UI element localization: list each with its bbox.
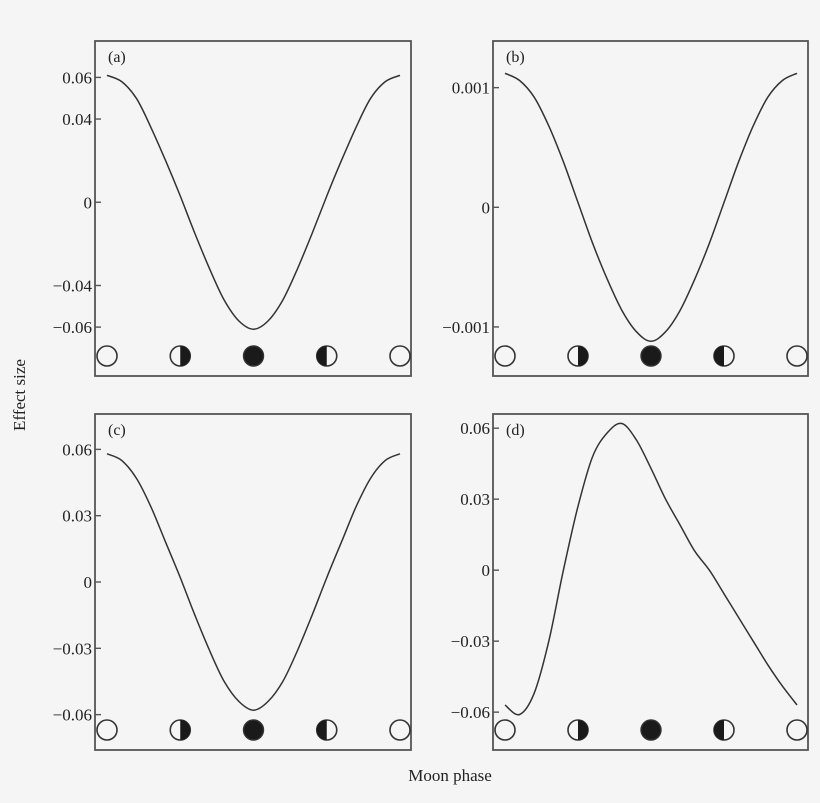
last-quarter-icon xyxy=(315,719,338,741)
effect-curve xyxy=(106,74,401,330)
new-moon-icon xyxy=(242,719,265,741)
y-tick-label: 0.06 xyxy=(460,419,490,438)
first-quarter-icon xyxy=(567,719,589,741)
y-tick-label: −0.06 xyxy=(53,318,92,337)
y-tick-label: 0.04 xyxy=(62,110,92,129)
new-moon-icon xyxy=(640,345,662,367)
plot-frame xyxy=(94,40,412,377)
y-tick-label: 0 xyxy=(482,561,491,580)
y-tick-label: 0.06 xyxy=(62,68,92,87)
y-tick-label: 0.03 xyxy=(460,490,490,509)
y-tick-label: −0.03 xyxy=(451,632,490,651)
y-tick-label: 0 xyxy=(84,193,93,212)
full-moon-icon xyxy=(389,345,411,367)
full-moon-icon xyxy=(389,719,411,741)
y-tick-label: −0.001 xyxy=(442,318,490,337)
y-tick-label: −0.06 xyxy=(53,706,92,725)
y-tick-label: −0.03 xyxy=(53,639,92,658)
plot-frame xyxy=(492,413,809,751)
plot-frame xyxy=(94,413,412,751)
full-moon-icon xyxy=(96,345,118,367)
first-quarter-icon xyxy=(169,345,192,367)
panel-d: 0.06 0.03 0 −0.03 −0.06 (d) xyxy=(451,413,809,751)
first-quarter-icon xyxy=(567,345,589,367)
panel-c: 0.06 0.03 0 −0.03 −0.06 (c) xyxy=(53,413,412,751)
last-quarter-icon xyxy=(713,719,735,741)
panel-a: 0.06 0.04 0 −0.04 −0.06 (a) xyxy=(53,40,412,377)
full-moon-icon xyxy=(96,719,118,741)
y-tick-label: −0.06 xyxy=(451,703,490,722)
y-axis-label: Effect size xyxy=(10,359,29,431)
panel-label: (c) xyxy=(108,422,126,439)
panel-label: (b) xyxy=(506,49,525,66)
y-tick-label: 0.03 xyxy=(62,507,92,526)
effect-curve xyxy=(504,422,798,716)
y-tick-label: 0.001 xyxy=(452,79,490,98)
full-moon-icon xyxy=(494,345,516,367)
last-quarter-icon xyxy=(315,345,338,367)
panel-label: (a) xyxy=(108,49,126,66)
effect-curve xyxy=(504,72,798,343)
y-tick-label: 0 xyxy=(482,198,491,217)
first-quarter-icon xyxy=(169,719,192,741)
last-quarter-icon xyxy=(713,345,735,367)
y-tick-label: 0.06 xyxy=(62,440,92,459)
new-moon-icon xyxy=(640,719,662,741)
y-tick-label: 0 xyxy=(84,573,93,592)
new-moon-icon xyxy=(242,345,265,367)
y-tick-label: −0.04 xyxy=(53,276,93,295)
full-moon-icon xyxy=(786,345,808,367)
x-axis-label: Moon phase xyxy=(408,766,492,785)
plot-frame xyxy=(492,40,809,377)
panel-b: 0.001 0 −0.001 (b) xyxy=(442,40,809,377)
effect-curve xyxy=(106,453,401,711)
full-moon-icon xyxy=(494,719,516,741)
full-moon-icon xyxy=(786,719,808,741)
panel-label: (d) xyxy=(506,422,525,439)
